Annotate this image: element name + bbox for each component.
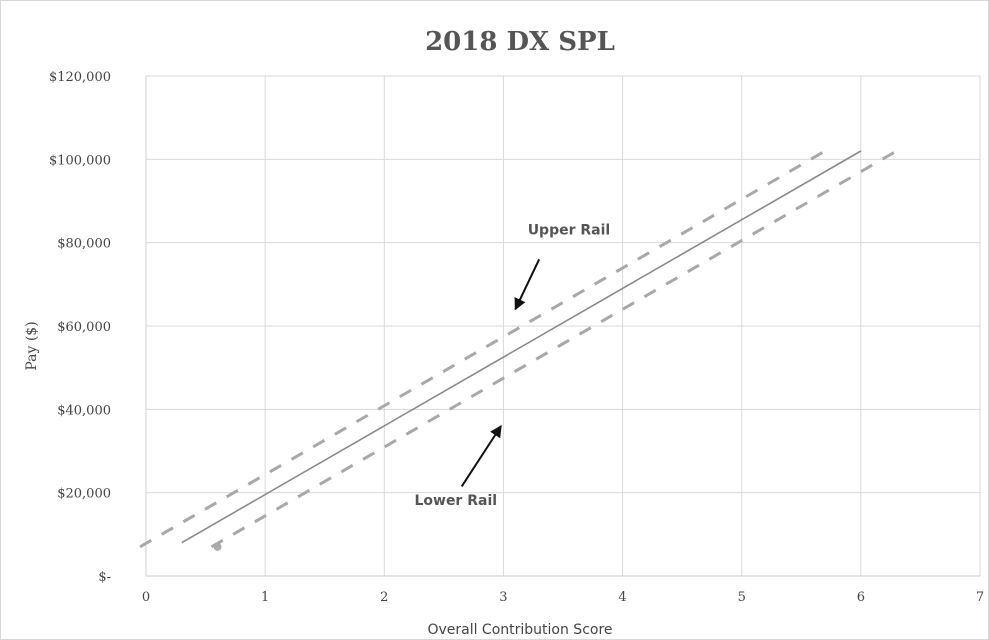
x-axis-label: Overall Contribution Score — [427, 622, 612, 638]
annotation-label: Upper Rail — [528, 222, 611, 238]
center-line — [181, 150, 862, 544]
annotation-arrow — [514, 258, 541, 311]
x-tick-label: 7 — [976, 590, 984, 605]
x-tick-label: 4 — [618, 590, 626, 605]
y-tick-label: $40,000 — [57, 403, 111, 418]
x-tick-label: 2 — [380, 590, 388, 605]
y-tick-label: $80,000 — [57, 237, 111, 252]
annotations: Upper Rail Lower Rail — [414, 222, 610, 509]
chart-title: 2018 DX SPL — [425, 27, 615, 57]
x-tick-label: 6 — [857, 590, 865, 605]
x-tick-label: 5 — [738, 590, 746, 605]
y-tick-label: $20,000 — [57, 487, 111, 502]
y-tick-label: $120,000 — [49, 70, 111, 85]
annotation-label: Lower Rail — [414, 493, 497, 509]
y-tick-label: $100,000 — [49, 153, 111, 168]
y-tick-label: $60,000 — [57, 320, 111, 335]
x-tick-label: 1 — [261, 590, 269, 605]
grid — [145, 75, 981, 577]
series — [139, 149, 898, 551]
data-point — [213, 542, 222, 551]
annotation-arrow — [460, 424, 502, 487]
y-tick-labels: $- $20,000 $40,000 $60,000 $80,000 $100,000 $1… — [49, 70, 111, 585]
x-tick-label: 0 — [142, 590, 150, 605]
x-tick-labels: 0 1 2 3 4 5 6 7 — [142, 590, 984, 605]
dashed-rail-line — [139, 149, 826, 549]
y-tick-label: $- — [98, 570, 111, 585]
x-tick-label: 3 — [499, 590, 507, 605]
y-axis-label: Pay ($) — [24, 321, 40, 370]
dashed-rail-line — [210, 149, 898, 549]
